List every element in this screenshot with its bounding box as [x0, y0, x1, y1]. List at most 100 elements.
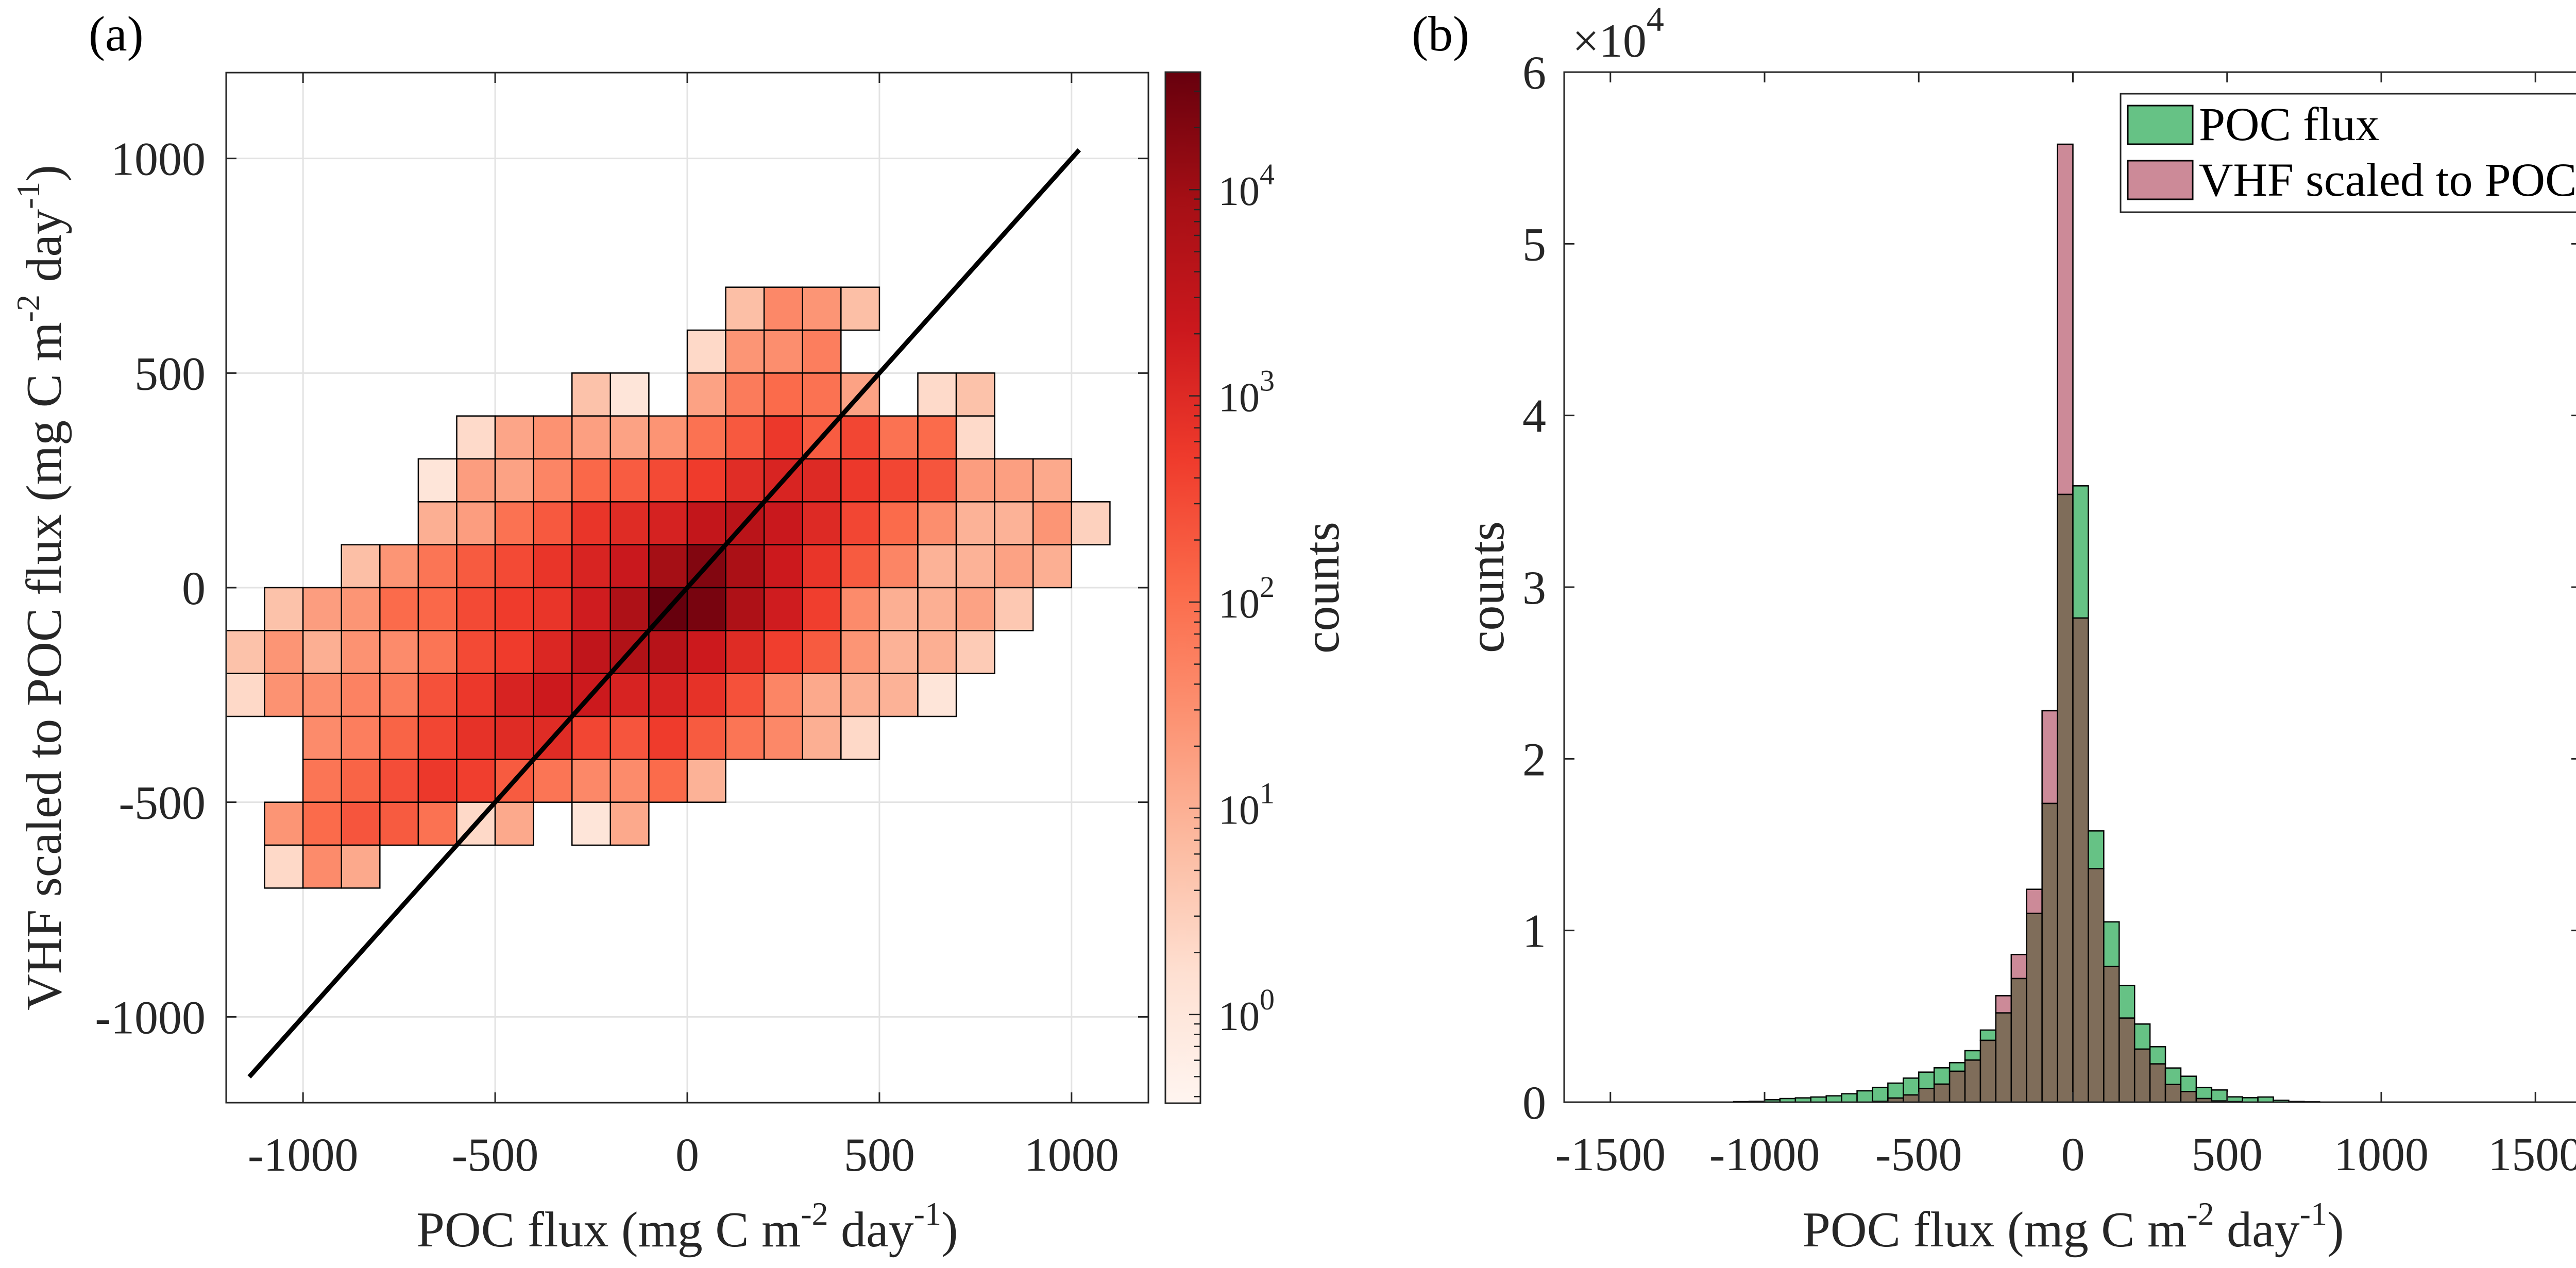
panel-a-xtick-label: 0 — [675, 1128, 699, 1181]
heatmap-cell — [341, 759, 381, 803]
heatmap-cell — [571, 715, 612, 760]
bar-poc-flux — [2119, 985, 2136, 1019]
bar-overlap — [1933, 1083, 1951, 1103]
heatmap-cell — [264, 673, 304, 717]
heatmap-cell — [994, 501, 1034, 545]
heatmap-cell — [302, 801, 343, 846]
heatmap-cell — [417, 759, 457, 803]
panel-a-xtick-label: 500 — [844, 1128, 915, 1181]
heatmap-cell — [379, 759, 419, 803]
bar-overlap — [1995, 1012, 2012, 1103]
heatmap-cell — [571, 415, 612, 460]
heatmap-cell — [1032, 544, 1073, 589]
bar-poc-flux — [1948, 1062, 1966, 1072]
bar-poc-flux — [1841, 1093, 1858, 1103]
heatmap-cell — [302, 844, 343, 889]
heatmap-cell — [917, 544, 957, 589]
heatmap-cell — [802, 501, 842, 545]
panel-a-heatmap: (a) -1000 -500 0 500 1000 -1000 -500 0 500 1000 P… — [10, 6, 1149, 1258]
heatmap-cell — [725, 587, 765, 631]
heatmap-cell — [917, 501, 957, 545]
panel-b-label: (b) — [1412, 6, 1469, 61]
bar-poc-flux — [1887, 1082, 1904, 1099]
heatmap-cell — [494, 673, 534, 717]
heatmap-cell — [609, 501, 650, 545]
heatmap-cell — [571, 630, 612, 674]
panel-b-y-multiplier: ×104 — [1572, 0, 1664, 67]
panel-a-xtick-label: -500 — [452, 1128, 539, 1181]
bar-poc-flux — [2164, 1067, 2182, 1085]
legend-entry-poc-flux: POC flux — [2199, 98, 2379, 150]
bar-overlap — [1903, 1094, 1920, 1103]
heatmap-cell — [571, 372, 612, 417]
bar-overlap — [2010, 978, 2027, 1103]
heatmap-cell — [725, 286, 765, 331]
bar-overlap — [1964, 1059, 1981, 1103]
panel-a-ytick-label: -1000 — [95, 991, 206, 1043]
bar-poc-flux — [1903, 1077, 1920, 1096]
heatmap-cell — [609, 372, 650, 417]
heatmap-cell — [533, 501, 573, 545]
heatmap-cell — [802, 458, 842, 503]
heatmap-cell — [456, 501, 496, 545]
heatmap-cell — [456, 458, 496, 503]
panel-a-heatmap-cells — [225, 286, 1111, 889]
heatmap-cell — [725, 630, 765, 674]
heatmap-cell — [648, 630, 688, 674]
heatmap-cell — [571, 759, 612, 803]
heatmap-cell — [1032, 458, 1073, 503]
heatmap-cell — [533, 544, 573, 589]
heatmap-cell — [302, 630, 343, 674]
heatmap-cell — [417, 630, 457, 674]
colorbar-tick-label: 102 — [1218, 570, 1275, 627]
heatmap-cell — [686, 501, 726, 545]
heatmap-cell — [609, 759, 650, 803]
heatmap-cell — [341, 844, 381, 889]
heatmap-cell — [341, 673, 381, 717]
heatmap-cell — [840, 630, 880, 674]
heatmap-cell — [763, 501, 803, 545]
heatmap-cell — [878, 458, 919, 503]
panel-b-ytick-label: 2 — [1522, 733, 1546, 785]
bar-poc-flux — [1872, 1087, 1889, 1102]
panel-a-ytick-label: 1000 — [111, 133, 206, 185]
bar-overlap — [2026, 913, 2043, 1103]
panel-b-xtick-label: -500 — [1875, 1128, 1962, 1180]
bar-poc-flux — [2180, 1075, 2197, 1092]
heatmap-cell — [609, 801, 650, 846]
heatmap-cell — [686, 759, 726, 803]
heatmap-cell — [341, 544, 381, 589]
heatmap-cell — [917, 673, 957, 717]
panel-b-histogram: (b) ×104 -1500 -1000 -500 0 500 1000 1500 0 1 2 3 4… — [1412, 0, 2576, 1258]
heatmap-cell — [686, 715, 726, 760]
legend-swatch-poc-flux — [2127, 105, 2194, 145]
heatmap-cell — [917, 630, 957, 674]
heatmap-cell — [955, 458, 995, 503]
heatmap-cell — [456, 673, 496, 717]
panel-b-ytick-label: 3 — [1522, 561, 1546, 614]
heatmap-cell — [456, 715, 496, 760]
heatmap-cell — [417, 458, 457, 503]
heatmap-cell — [840, 587, 880, 631]
heatmap-cell — [494, 587, 534, 631]
heatmap-cell — [802, 715, 842, 760]
bar-poc-flux — [2072, 485, 2089, 619]
bar-poc-flux — [1979, 1029, 1997, 1041]
heatmap-cell — [725, 458, 765, 503]
heatmap-cell — [341, 630, 381, 674]
heatmap-cell — [417, 501, 457, 545]
heatmap-cell — [686, 415, 726, 460]
heatmap-cell — [917, 415, 957, 460]
bar-poc-flux — [2088, 830, 2105, 869]
colorbar-tick-label: 100 — [1218, 983, 1275, 1039]
panel-b-xlabel: POC flux (mg C m-2 day-1) — [1802, 1195, 2344, 1258]
heatmap-cell — [725, 415, 765, 460]
panel-b-ylabel: counts — [1459, 521, 1515, 653]
bar-overlap — [1918, 1088, 1935, 1103]
heatmap-cell — [840, 286, 880, 331]
bar-overlap — [2133, 1048, 2151, 1103]
bar-poc-flux — [2103, 921, 2120, 967]
heatmap-cell — [802, 329, 842, 374]
heatmap-cell — [417, 544, 457, 589]
